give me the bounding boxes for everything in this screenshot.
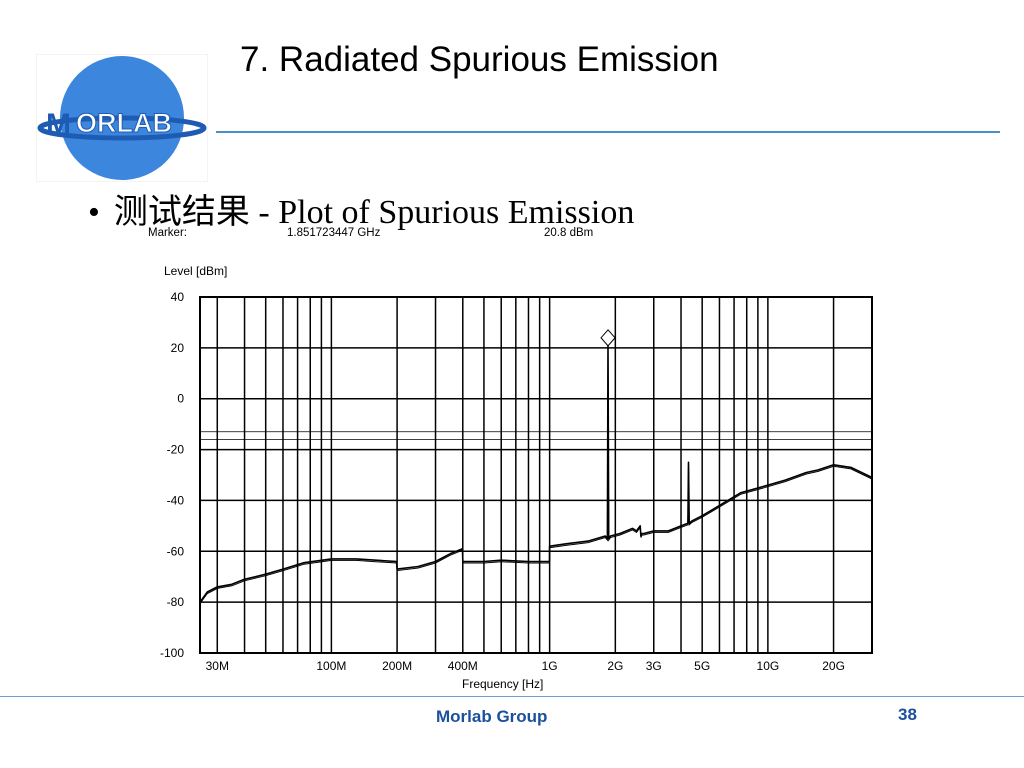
spurious-emission-chart: 40 20 0 -20 -40 -60 -80 -100 30M 100M 200M 400M 1G 2…	[148, 227, 873, 691]
y-tick-labels: 40 20 0 -20 -40 -60 -80 -100	[160, 290, 184, 660]
y-tick-label: 40	[171, 290, 185, 304]
y-tick-label: -100	[160, 646, 184, 660]
y-tick-label: -20	[167, 443, 185, 457]
y-tick-label: -60	[167, 544, 185, 558]
emission-trace	[199, 345, 873, 603]
x-tick-label: 100M	[316, 659, 346, 673]
bullet-item: • 测试结果 - Plot of Spurious Emission	[88, 184, 634, 233]
chart-limit-lines	[200, 431, 872, 440]
y-axis-label: Level [dBm]	[164, 264, 227, 278]
x-tick-label: 5G	[694, 659, 710, 673]
logo-letter-m: M	[46, 108, 71, 141]
marker-diamond	[600, 329, 616, 347]
logo-wordmark: ORLAB	[76, 108, 172, 138]
x-tick-label: 3G	[646, 659, 662, 673]
title-divider	[216, 131, 1000, 133]
bullet-text: 测试结果 - Plot of Spurious Emission	[113, 194, 635, 231]
y-tick-label: -40	[167, 493, 185, 507]
x-tick-label: 10G	[757, 659, 780, 673]
x-tick-label: 20G	[822, 659, 845, 673]
marker-level: 20.8 dBm	[544, 227, 593, 239]
y-tick-label: 20	[171, 341, 185, 355]
y-tick-label: -80	[167, 595, 185, 609]
x-axis-label: Frequency [Hz]	[462, 677, 543, 691]
logo-ring	[37, 115, 207, 141]
chart-series	[199, 345, 873, 604]
x-tick-label: 30M	[206, 659, 229, 673]
page-number: 38	[898, 705, 917, 724]
morlab-logo-graphic: M ORLAB	[35, 53, 209, 183]
emission-trace-noise	[199, 347, 873, 604]
x-tick-label: 2G	[607, 659, 623, 673]
bullet-symbol: •	[88, 194, 100, 231]
chart-grid	[200, 296, 872, 654]
x-tick-label: 200M	[382, 659, 412, 673]
x-tick-label: 400M	[448, 659, 478, 673]
x-tick-label: 1G	[542, 659, 558, 673]
marker-label: Marker:	[148, 227, 187, 239]
plot-frame	[199, 296, 873, 654]
footer-divider	[0, 696, 1024, 697]
footer-company: Morlab Group	[436, 707, 548, 726]
morlab-logo: M ORLAB	[35, 53, 209, 183]
y-tick-label: 0	[177, 392, 184, 406]
slide-title: 7. Radiated Spurious Emission	[240, 40, 719, 79]
marker-frequency: 1.851723447 GHz	[287, 227, 381, 239]
x-tick-labels: 30M 100M 200M 400M 1G 2G 3G 5G 10G 20G	[206, 659, 845, 673]
